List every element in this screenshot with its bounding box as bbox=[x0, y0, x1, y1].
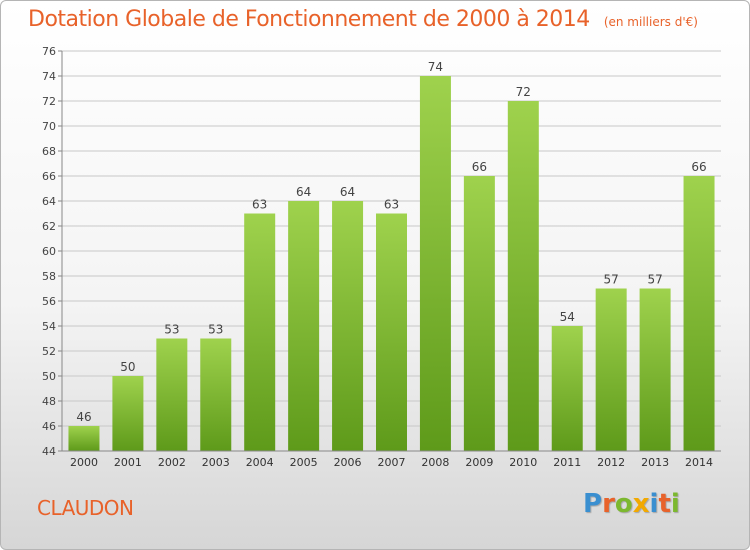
bar-value-label: 66 bbox=[472, 160, 487, 174]
y-tick-label: 68 bbox=[42, 145, 56, 158]
bar-value-label: 72 bbox=[516, 85, 531, 99]
bar-value-label: 64 bbox=[340, 185, 355, 199]
bar-2004 bbox=[244, 213, 276, 451]
x-tick-label: 2013 bbox=[641, 456, 669, 469]
y-tick-label: 44 bbox=[42, 445, 56, 458]
bars: 46 50 53 53 63 64 64 63 74 66 72 54 57 57 66 bbox=[68, 60, 715, 451]
bar-value-label: 63 bbox=[384, 198, 399, 212]
logo-letter: t bbox=[658, 489, 671, 519]
x-tick-label: 2009 bbox=[465, 456, 493, 469]
logo-letter: i bbox=[670, 489, 680, 519]
y-tick-label: 58 bbox=[42, 270, 56, 283]
bar-value-label: 46 bbox=[76, 410, 91, 424]
y-tick-label: 62 bbox=[42, 220, 56, 233]
bar-value-label: 57 bbox=[604, 273, 619, 287]
bar-2012 bbox=[595, 288, 627, 451]
y-tick-label: 72 bbox=[42, 95, 56, 108]
y-tick-label: 76 bbox=[42, 45, 56, 58]
bar-2008 bbox=[419, 76, 451, 451]
y-tick-label: 74 bbox=[42, 70, 56, 83]
bar-2006 bbox=[332, 201, 364, 451]
bar-2014 bbox=[683, 176, 715, 451]
x-tick-label: 2010 bbox=[509, 456, 537, 469]
y-tick-label: 50 bbox=[42, 370, 56, 383]
logo-letter: P bbox=[583, 489, 603, 519]
bar-2001 bbox=[112, 376, 144, 451]
x-tick-label: 2001 bbox=[114, 456, 142, 469]
y-tick-label: 66 bbox=[42, 170, 56, 183]
bar-2000 bbox=[68, 426, 100, 451]
x-tick-label: 2012 bbox=[597, 456, 625, 469]
bar-2009 bbox=[463, 176, 495, 451]
proxiti-logo[interactable]: Proxiti bbox=[583, 489, 680, 519]
y-tick-label: 52 bbox=[42, 345, 56, 358]
bar-2003 bbox=[200, 338, 232, 451]
bar-value-label: 54 bbox=[560, 310, 575, 324]
x-tick-label: 2002 bbox=[158, 456, 186, 469]
bar-2010 bbox=[507, 101, 539, 451]
bar-value-label: 50 bbox=[120, 360, 135, 374]
y-tick-label: 54 bbox=[42, 320, 56, 333]
x-tick-label: 2011 bbox=[553, 456, 581, 469]
bar-value-label: 53 bbox=[208, 323, 223, 337]
logo-letter: o bbox=[614, 489, 633, 519]
chart-title: Dotation Globale de Fonctionnement de 20… bbox=[28, 7, 698, 32]
y-tick-label: 64 bbox=[42, 195, 56, 208]
y-tick-label: 46 bbox=[42, 420, 56, 433]
x-tick-label: 2003 bbox=[202, 456, 230, 469]
x-tick-label: 2007 bbox=[378, 456, 406, 469]
logo-letter: x bbox=[632, 489, 650, 519]
y-tick-label: 70 bbox=[42, 120, 56, 133]
bar-2002 bbox=[156, 338, 188, 451]
x-tick-label: 2004 bbox=[246, 456, 274, 469]
x-tick-label: 2008 bbox=[421, 456, 449, 469]
bar-value-label: 53 bbox=[164, 323, 179, 337]
commune-name: CLAUDON bbox=[37, 496, 134, 520]
x-tick-label: 2000 bbox=[70, 456, 98, 469]
bar-value-label: 74 bbox=[428, 60, 443, 74]
x-tick-label: 2005 bbox=[290, 456, 318, 469]
bar-2007 bbox=[376, 213, 407, 451]
bar-value-label: 66 bbox=[691, 160, 706, 174]
bar-2011 bbox=[551, 326, 583, 451]
chart-title-text: Dotation Globale de Fonctionnement de 20… bbox=[28, 7, 590, 32]
axes: 44 46 48 50 52 54 56 58 60 62 64 66 68 70 72 74 76 2000 20… bbox=[42, 45, 721, 469]
logo-letter: i bbox=[649, 489, 659, 519]
y-tick-label: 48 bbox=[42, 395, 56, 408]
bar-2005 bbox=[288, 201, 320, 451]
bar-value-label: 57 bbox=[647, 273, 662, 287]
x-tick-label: 2014 bbox=[685, 456, 713, 469]
y-tick-label: 56 bbox=[42, 295, 56, 308]
bar-2013 bbox=[639, 288, 671, 451]
y-tick-label: 60 bbox=[42, 245, 56, 258]
bar-value-label: 63 bbox=[252, 198, 267, 212]
bar-value-label: 64 bbox=[296, 185, 311, 199]
x-tick-label: 2006 bbox=[334, 456, 362, 469]
chart-unit-label: (en milliers d'€) bbox=[603, 15, 698, 29]
logo-letter: r bbox=[602, 489, 615, 519]
